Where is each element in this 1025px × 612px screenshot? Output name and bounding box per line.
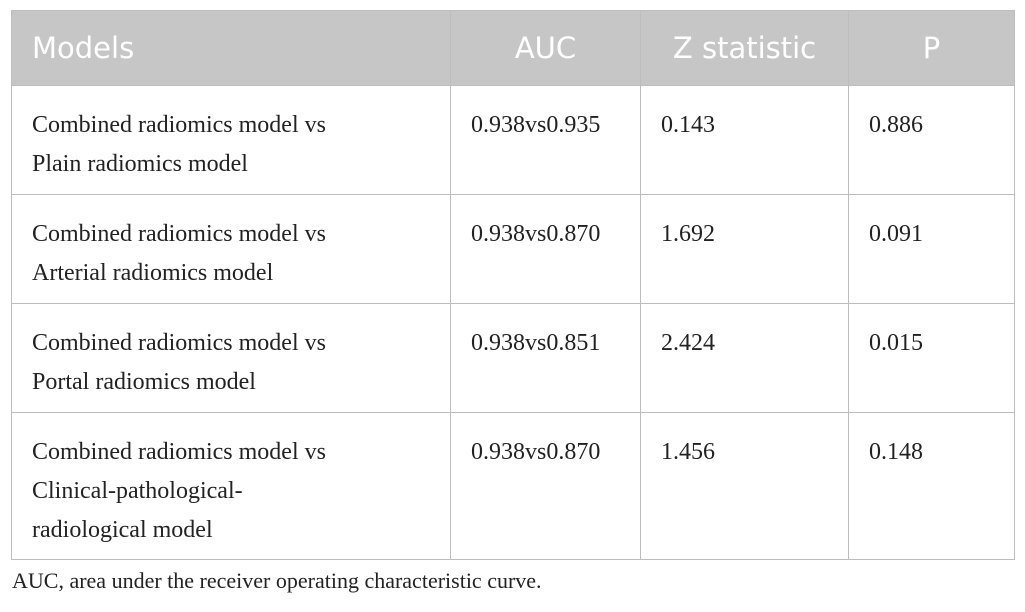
table-cell: 0.148 xyxy=(848,412,1015,560)
table-cell: 0.143 xyxy=(640,85,849,195)
cell-line: Clinical-pathological- xyxy=(32,478,243,504)
table-cell: Combined radiomics model vs Portal radiom… xyxy=(11,303,451,413)
table-row: Combined radiomics model vs Arterial radi… xyxy=(11,194,1015,304)
results-table: Models AUC Z statistic P Combined radiomics… xyxy=(11,10,1015,560)
cell-line: radiological model xyxy=(32,517,213,543)
cell-line: Arterial radiomics model xyxy=(32,260,274,286)
table-cell: 0.015 xyxy=(848,303,1015,413)
table-cell: 0.938vs0.870 xyxy=(450,194,641,304)
table-cell: 0.938vs0.851 xyxy=(450,303,641,413)
cell-line: Portal radiomics model xyxy=(32,369,256,395)
header-cell: AUC xyxy=(450,10,641,86)
table-row: Combined radiomics model vs Plain radiomi… xyxy=(11,85,1015,195)
table-cell: Combined radiomics model vs Clinical-path… xyxy=(11,412,451,560)
header-cell: Z statistic xyxy=(640,10,849,86)
header-row: Models AUC Z statistic P xyxy=(11,10,1015,86)
table-cell: 2.424 xyxy=(640,303,849,413)
table-cell: 0.938vs0.870 xyxy=(450,412,641,560)
table-cell: 0.938vs0.935 xyxy=(450,85,641,195)
cell-line: Combined radiomics model vs xyxy=(32,221,326,247)
table-cell: Combined radiomics model vs Arterial radi… xyxy=(11,194,451,304)
header-cell: Models xyxy=(11,10,451,86)
table-row: Combined radiomics model vs Clinical-path… xyxy=(11,412,1015,560)
table-cell: 0.886 xyxy=(848,85,1015,195)
table-body: Combined radiomics model vs Plain radiomi… xyxy=(11,85,1015,560)
table-row: Combined radiomics model vs Portal radiom… xyxy=(11,303,1015,413)
table-cell: Combined radiomics model vs Plain radiomi… xyxy=(11,85,451,195)
table-cell: 1.692 xyxy=(640,194,849,304)
cell-line: Combined radiomics model vs xyxy=(32,112,326,138)
table-cell: 0.091 xyxy=(848,194,1015,304)
cell-line: Combined radiomics model vs xyxy=(32,439,326,465)
cell-line: Plain radiomics model xyxy=(32,151,248,177)
footnote: AUC, area under the receiver operating c… xyxy=(12,568,542,593)
header-cell: P xyxy=(848,10,1015,86)
table-cell: 1.456 xyxy=(640,412,849,560)
cell-line: Combined radiomics model vs xyxy=(32,330,326,356)
